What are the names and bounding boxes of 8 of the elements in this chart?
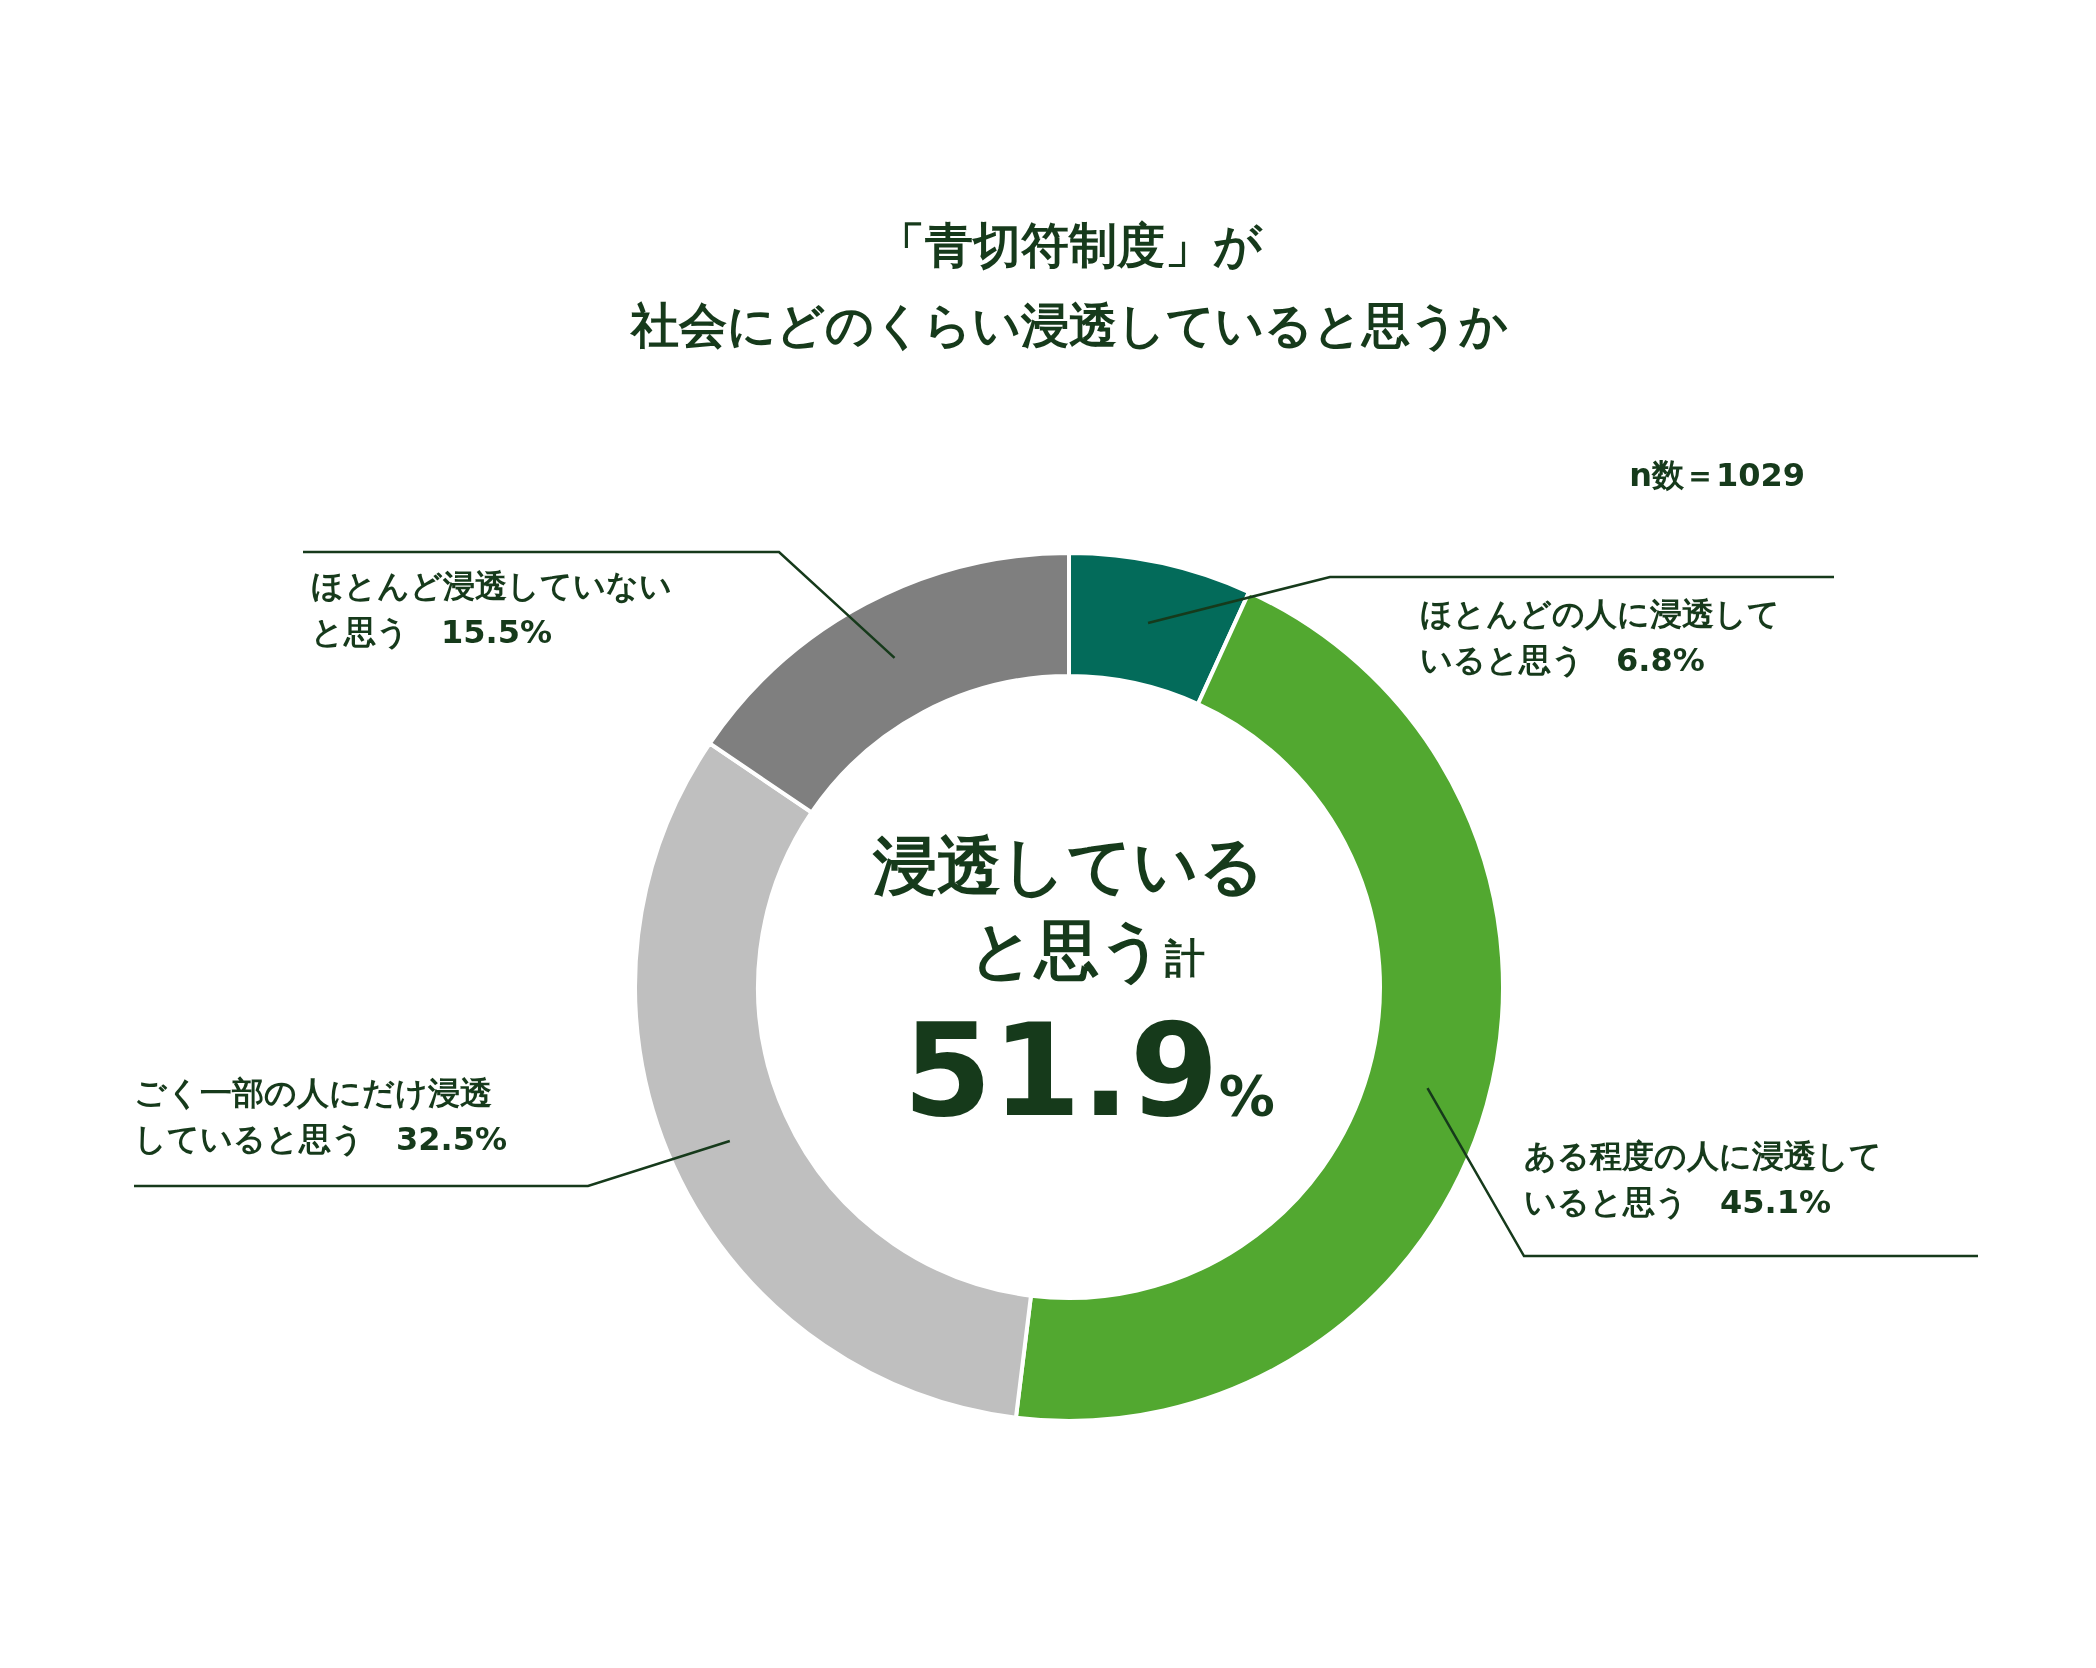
text: n数＝1029 <box>1629 456 1805 494</box>
slice-label: ほとんど浸透していないと思う 15.5% <box>311 567 672 651</box>
text: 51.9% <box>903 996 1275 1145</box>
slice-label: ある程度の人に浸透していると思う 45.1% <box>1524 1137 1882 1221</box>
chart-title: 「青切符制度」が社会にどのくらい浸透していると思うか <box>628 217 1508 353</box>
slice-label: ごく一部の人にだけ浸透していると思う 32.5% <box>134 1074 508 1158</box>
slice-label: ほとんどの人に浸透していると思う 6.8% <box>1420 595 1780 679</box>
text: 浸透していると思う計 <box>872 829 1265 987</box>
